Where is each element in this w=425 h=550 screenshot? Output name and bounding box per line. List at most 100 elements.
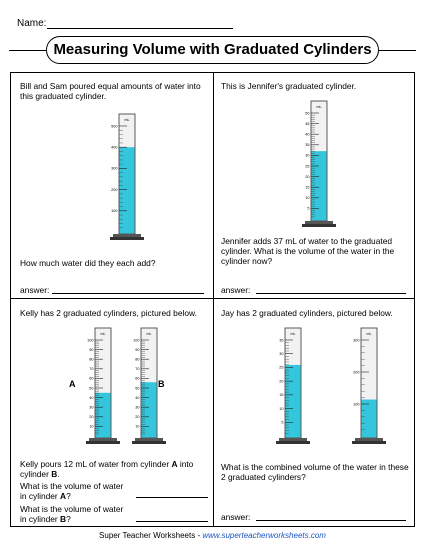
cylinder-base	[355, 438, 383, 441]
q1-answer-label: answer:	[20, 285, 50, 295]
cylinder-foot	[86, 441, 120, 444]
tick-label: 80	[135, 358, 139, 362]
tick-label: 70	[135, 367, 139, 371]
tick-label: 5	[281, 421, 283, 425]
cylinder-base	[305, 221, 333, 224]
tick-label: 200	[111, 188, 117, 192]
q3-instruction-part1: Kelly pours 12 mL of water from cylinder	[20, 459, 172, 469]
tick-label: 25	[279, 366, 283, 370]
q3-ask-a: What is the volume of water in cylinder …	[20, 481, 132, 501]
q3-answer-b-field[interactable]	[136, 521, 208, 522]
cylinder-foot	[110, 237, 144, 240]
q1-answer-field[interactable]	[52, 293, 204, 294]
tick-label: 60	[89, 377, 93, 381]
q4-text: Jay has 2 graduated cylinders, pictured …	[221, 308, 393, 318]
q2-text: This is Jennifer's graduated cylinder.	[221, 81, 357, 91]
unit-label: mL	[125, 118, 130, 122]
tick-label: 15	[305, 186, 309, 190]
q3-ask-a-text: What is the volume of water in cylinder	[20, 481, 124, 501]
q1-cylinder: mL 500 400 300 200 100	[110, 113, 144, 240]
name-label: Name:	[17, 18, 47, 29]
q3-instruction-a: A	[171, 459, 178, 469]
tick-label: 10	[305, 196, 309, 200]
grid-divider-vertical	[213, 72, 214, 527]
tick-label: 15	[279, 393, 283, 397]
unit-label: mL	[101, 332, 106, 336]
tick-label: 40	[305, 133, 309, 137]
tick-label: 100	[111, 209, 117, 213]
tick-label: 90	[135, 348, 139, 352]
footer: Super Teacher Worksheets - www.superteac…	[0, 531, 425, 540]
tick-label: 50	[89, 386, 93, 390]
tick-label: 45	[305, 122, 309, 126]
tick-label: 20	[135, 415, 139, 419]
cylinder-base	[113, 234, 141, 237]
cylinder-a-label: A	[69, 379, 76, 389]
q3-instruction-part3: .	[57, 469, 60, 479]
name-field[interactable]	[47, 28, 233, 29]
tick-label: 40	[135, 396, 139, 400]
q3-ask-a-end: ?	[66, 491, 71, 501]
q4-cylinder-right: mL 300 200 100	[352, 327, 386, 444]
tick-label: 300	[111, 167, 117, 171]
q2-question: Jennifer adds 37 mL of water to the grad…	[221, 236, 395, 266]
title-rule-left	[9, 50, 47, 51]
title-rule-right	[378, 50, 416, 51]
q3-instruction: Kelly pours 12 mL of water from cylinder…	[20, 459, 210, 479]
tick-label: 100	[133, 338, 139, 342]
tick-label: 200	[353, 370, 359, 374]
unit-label: mL	[367, 332, 372, 336]
q2-answer-field[interactable]	[256, 293, 406, 294]
q3-cylinder-b: mL 100 90 80 70 60 50 40 30 20 10	[132, 327, 166, 444]
tick-label: 10	[279, 407, 283, 411]
water-fill	[361, 399, 377, 438]
tick-label: 50	[305, 111, 309, 115]
q3-ask-b-text: What is the volume of water in cylinder	[20, 504, 124, 524]
tick-label: 5	[307, 207, 309, 211]
q4-cylinder-left: mL 35 30 25 20 15 10 5	[276, 327, 310, 444]
tick-label: 80	[89, 358, 93, 362]
q1-text: Bill and Sam poured equal amounts of wat…	[20, 81, 201, 101]
q3-ask-b: What is the volume of water in cylinder …	[20, 504, 132, 524]
cylinder-foot	[302, 224, 336, 227]
worksheet-grid	[10, 72, 415, 527]
q4-question: What is the combined volume of the water…	[221, 462, 409, 482]
water-fill	[285, 364, 301, 438]
grid-divider-horizontal	[10, 298, 415, 299]
tick-label: 50	[135, 386, 139, 390]
tick-label: 70	[89, 367, 93, 371]
cylinder-foot	[132, 441, 166, 444]
tick-label: 100	[353, 402, 359, 406]
cylinder-foot	[276, 441, 310, 444]
q3-answer-a-field[interactable]	[136, 497, 208, 498]
tick-label: 20	[305, 175, 309, 179]
tick-label: 10	[89, 425, 93, 429]
tick-label: 35	[305, 143, 309, 147]
tick-label: 300	[353, 338, 359, 342]
tick-label: 20	[279, 379, 283, 383]
tick-label: 100	[87, 338, 93, 342]
tick-label: 20	[89, 415, 93, 419]
tick-label: 30	[305, 154, 309, 158]
cylinder-base	[279, 438, 307, 441]
water-fill	[311, 151, 327, 221]
tick-label: 30	[279, 352, 283, 356]
footer-url-link[interactable]: www.superteacherworksheets.com	[202, 531, 326, 540]
q2-cylinder: mL 50 45 40 35 30 25 20 15 10 5	[302, 100, 336, 227]
q4-answer-field[interactable]	[256, 520, 406, 521]
tick-label: 400	[111, 146, 117, 150]
q3-ask-a-letter: A	[60, 491, 67, 501]
q4-answer-label: answer:	[221, 512, 251, 522]
unit-label: mL	[317, 105, 322, 109]
cylinder-foot	[352, 441, 386, 444]
page-title: Measuring Volume with Graduated Cylinder…	[46, 36, 379, 64]
q3-instruction-part2: into cylinder	[20, 459, 194, 479]
q3-ask-b-end: ?	[66, 514, 71, 524]
tick-label: 35	[279, 338, 283, 342]
unit-label: mL	[147, 332, 152, 336]
tick-label: 25	[305, 164, 309, 168]
tick-label: 500	[111, 124, 117, 128]
tick-label: 40	[89, 396, 93, 400]
q3-ask-b-letter: B	[60, 514, 67, 524]
q3-cylinder-a: mL 100 90 80 70 60 50 40 30 20 10	[86, 327, 120, 444]
